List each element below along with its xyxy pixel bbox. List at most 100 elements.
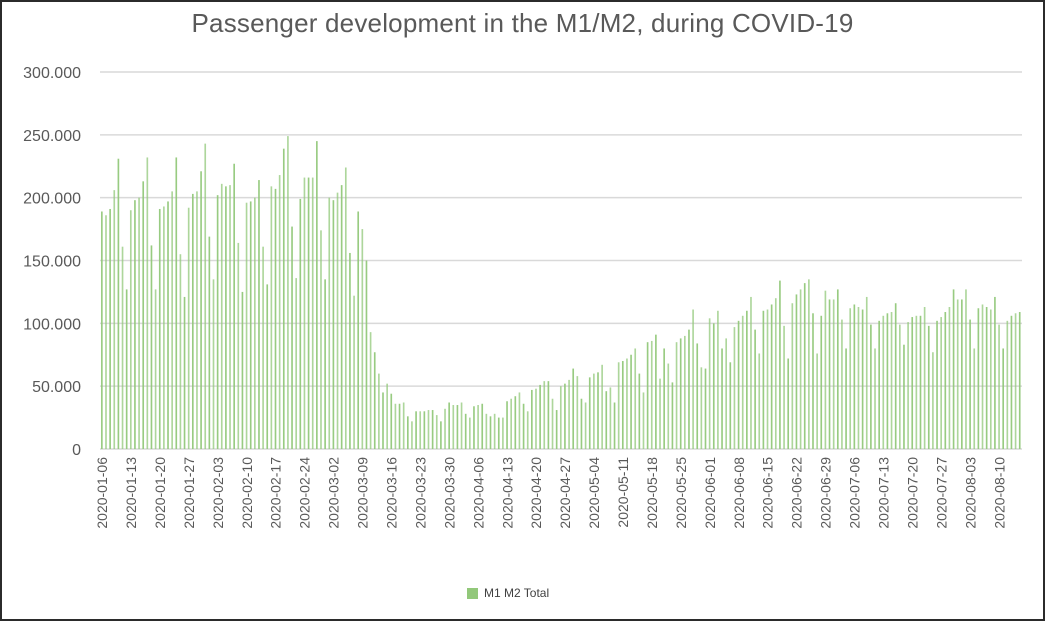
bar: [597, 372, 599, 449]
legend-label: M1 M2 Total: [484, 586, 550, 600]
bar: [386, 383, 388, 449]
bar: [241, 291, 244, 449]
bar: [452, 405, 455, 449]
bar: [117, 158, 120, 449]
bar: [506, 401, 508, 449]
bar: [659, 378, 661, 449]
bar: [150, 245, 153, 449]
y-tick-label: 250.000: [23, 128, 81, 145]
x-tick-label: 2020-06-15: [760, 457, 776, 529]
bar: [510, 398, 512, 449]
bar: [638, 373, 641, 449]
bar: [886, 313, 889, 449]
bar: [365, 260, 368, 449]
bar: [762, 310, 765, 449]
bar: [332, 200, 335, 449]
x-tick-label: 2020-07-06: [847, 457, 863, 529]
bar: [952, 289, 955, 449]
bar: [316, 141, 318, 449]
bar: [349, 252, 351, 449]
bar: [353, 295, 355, 449]
bar: [158, 208, 161, 449]
bar: [667, 363, 670, 449]
bar: [816, 353, 818, 449]
bar: [593, 373, 595, 449]
bar: [989, 309, 992, 449]
bar: [584, 402, 587, 449]
bar: [940, 317, 942, 449]
bar: [551, 398, 554, 449]
bar: [961, 299, 963, 449]
bar: [725, 338, 727, 449]
bar: [588, 377, 591, 449]
x-tick-label: 2020-04-13: [499, 457, 515, 529]
x-tick-label: 2020-01-13: [123, 457, 139, 529]
bar: [1018, 312, 1021, 449]
bar: [378, 373, 380, 449]
x-tick-label: 2020-08-10: [991, 457, 1007, 529]
bar: [237, 242, 240, 449]
bar: [307, 177, 310, 449]
bar: [258, 180, 260, 449]
bar: [287, 136, 289, 449]
bar: [774, 298, 777, 449]
bar: [200, 171, 202, 449]
bar: [692, 309, 694, 449]
bar: [435, 415, 438, 449]
bar: [522, 403, 525, 449]
y-tick-label: 200.000: [23, 191, 81, 208]
bar: [311, 177, 314, 449]
bar: [328, 197, 331, 449]
x-tick-label: 2020-01-06: [94, 457, 110, 529]
bar: [630, 354, 632, 449]
bar: [828, 299, 831, 449]
bar: [841, 319, 843, 449]
bar: [233, 163, 235, 450]
bar: [431, 410, 434, 449]
y-tick-label: 0: [72, 442, 81, 459]
bar: [340, 185, 343, 449]
bar: [303, 177, 306, 449]
bar: [1006, 320, 1009, 449]
bar: [882, 315, 885, 449]
bar: [944, 312, 947, 449]
x-tick-label: 2020-08-03: [962, 457, 978, 529]
bar: [291, 226, 293, 449]
x-tick-label: 2020-06-08: [731, 457, 747, 529]
bar: [282, 148, 285, 449]
bar: [671, 382, 674, 449]
bar: [824, 290, 827, 449]
bar: [808, 279, 810, 449]
bar: [803, 283, 806, 449]
bar: [688, 329, 690, 449]
bar: [741, 315, 744, 449]
x-tick-label: 2020-07-27: [933, 457, 949, 529]
bar: [679, 338, 682, 449]
bar: [531, 389, 533, 449]
x-tick-label: 2020-02-03: [210, 457, 226, 529]
bar: [357, 211, 360, 449]
bar: [998, 324, 1000, 449]
bar: [481, 403, 484, 449]
bar: [477, 405, 479, 449]
bar: [634, 348, 637, 449]
x-tick-label: 2020-03-09: [355, 457, 371, 529]
bar: [779, 280, 781, 449]
bar: [754, 329, 756, 449]
x-tick-label: 2020-07-13: [876, 457, 892, 529]
bar: [783, 325, 785, 449]
bar: [894, 303, 897, 449]
bar: [969, 319, 971, 449]
x-tick-label: 2020-06-29: [818, 457, 834, 529]
bar: [105, 215, 107, 449]
bar: [903, 344, 905, 449]
bar: [502, 417, 504, 449]
bar: [832, 299, 835, 449]
x-tick-label: 2020-07-20: [904, 457, 920, 529]
bar: [373, 352, 376, 449]
x-tick-label: 2020-03-30: [441, 457, 457, 529]
x-axis-ticks: 2020-01-06 2020-01-13 2020-01-20 2020-01-27…: [94, 457, 1007, 529]
bar: [655, 334, 657, 449]
bar: [609, 387, 612, 449]
